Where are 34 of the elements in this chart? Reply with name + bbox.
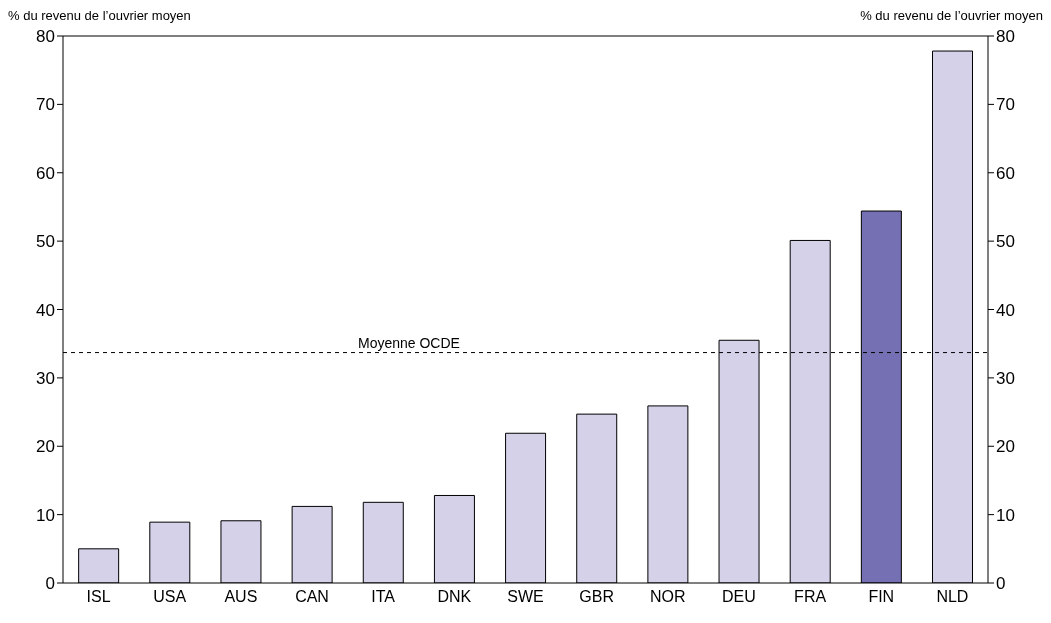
y2-tick-label: 0 [996, 574, 1006, 594]
x-tick-label: FIN [868, 588, 895, 606]
x-tick-label: NLD [936, 588, 969, 606]
y2-tick-label: 10 [996, 505, 1015, 525]
x-tick-label: SWE [507, 588, 544, 606]
y-axis-title: % du revenu de l’ouvrier moyen [8, 8, 191, 25]
y2-tick-label: 70 [996, 95, 1015, 115]
y2-tick-label: 20 [996, 437, 1015, 457]
x-tick-label: USA [153, 588, 187, 606]
ref-line-label: Moyenne OCDE [358, 334, 460, 351]
x-tick-label: DNK [437, 588, 472, 606]
x-tick-label: DEU [722, 588, 756, 606]
x-tick-label: NOR [650, 588, 686, 606]
y2-tick-label: 50 [996, 232, 1015, 252]
y-tick-label: 30 [36, 368, 55, 388]
y2-tick-label: 40 [996, 300, 1015, 320]
y2-axis-title: % du revenu de l’ouvrier moyen [860, 8, 1043, 25]
y-tick-label: 40 [36, 300, 55, 320]
y2-tick-label: 30 [996, 368, 1015, 388]
x-tick-label: CAN [295, 588, 329, 606]
y-tick-label: 10 [36, 505, 55, 525]
x-tick-label: AUS [224, 588, 258, 606]
y-tick-label: 60 [36, 163, 55, 183]
x-tick-label: ITA [371, 588, 396, 606]
y-tick-label: 0 [45, 574, 55, 594]
y2-tick-label: 80 [996, 27, 1015, 47]
y-tick-label: 50 [36, 232, 55, 252]
y-tick-label: 80 [36, 27, 55, 47]
x-tick-label: GBR [579, 588, 614, 606]
x-tick-label: FRA [794, 588, 827, 606]
y2-tick-label: 60 [996, 163, 1015, 183]
y-tick-label: 20 [36, 437, 55, 457]
x-tick-label: ISL [86, 588, 111, 606]
y-tick-label: 70 [36, 95, 55, 115]
